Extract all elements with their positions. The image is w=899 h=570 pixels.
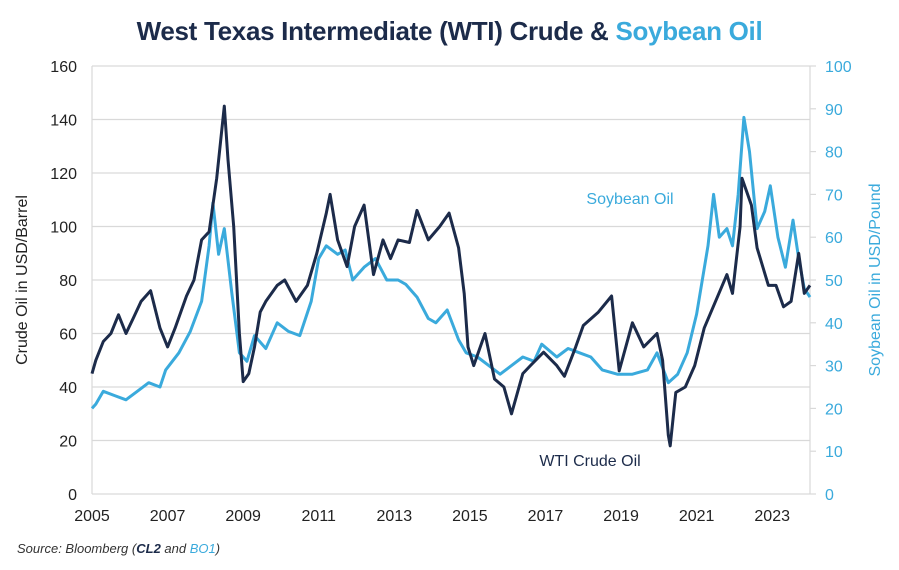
y2-tick-label: 20 bbox=[825, 401, 843, 418]
title-main: West Texas Intermediate (WTI) Crude & bbox=[136, 16, 616, 46]
y2-tick-label: 50 bbox=[825, 273, 843, 290]
soybean-oil-line bbox=[90, 115, 812, 410]
y2-tick-label: 70 bbox=[825, 187, 843, 204]
x-tick-label: 2009 bbox=[225, 508, 261, 525]
y2-tick-label: 100 bbox=[825, 59, 852, 76]
x-tick-label: 2021 bbox=[679, 508, 715, 525]
y-tick-label: 140 bbox=[50, 113, 77, 130]
soybean-oil-annotation: Soybean Oil bbox=[586, 191, 673, 208]
y-axis-label: Crude Oil in USD/Barrel bbox=[14, 195, 31, 365]
y2-tick-label: 40 bbox=[825, 316, 843, 333]
y-tick-label: 0 bbox=[68, 487, 77, 504]
x-tick-label: 2013 bbox=[377, 508, 413, 525]
y2-tick-label: 30 bbox=[825, 359, 843, 376]
source-suffix: ) bbox=[215, 541, 221, 556]
wti-crude-line bbox=[90, 104, 812, 448]
y2-tick-label: 80 bbox=[825, 145, 843, 162]
source-mid: and bbox=[160, 541, 190, 556]
y2-tick-label: 10 bbox=[825, 444, 843, 461]
y-tick-label: 20 bbox=[59, 434, 77, 451]
y2-axis-label: Soybean Oil in USD/Pound bbox=[867, 184, 884, 377]
y2-tick-label: 90 bbox=[825, 102, 843, 119]
x-tick-label: 2017 bbox=[528, 508, 564, 525]
chart-title: West Texas Intermediate (WTI) Crude & So… bbox=[0, 16, 899, 47]
x-tick-label: 2007 bbox=[150, 508, 186, 525]
y-tick-label: 80 bbox=[59, 273, 77, 290]
x-tick-label: 2015 bbox=[452, 508, 488, 525]
y-tick-label: 40 bbox=[59, 380, 77, 397]
source-code-cl2: CL2 bbox=[136, 541, 161, 556]
y-tick-label: 120 bbox=[50, 166, 77, 183]
x-tick-label: 2019 bbox=[603, 508, 639, 525]
y-tick-label: 160 bbox=[50, 59, 77, 76]
source-note: Source: Bloomberg (CL2 and BO1) bbox=[17, 541, 220, 556]
x-tick-label: 2005 bbox=[74, 508, 110, 525]
x-tick-label: 2023 bbox=[754, 508, 790, 525]
wti-crude-annotation: WTI Crude Oil bbox=[539, 453, 640, 470]
y-tick-label: 100 bbox=[50, 220, 77, 237]
y-tick-label: 60 bbox=[59, 327, 77, 344]
y2-tick-label: 0 bbox=[825, 487, 834, 504]
x-tick-label: 2011 bbox=[302, 508, 337, 525]
source-prefix: Source: Bloomberg ( bbox=[17, 541, 137, 556]
title-highlight: Soybean Oil bbox=[615, 16, 763, 46]
y2-tick-label: 60 bbox=[825, 230, 843, 247]
source-code-bo1: BO1 bbox=[189, 541, 216, 556]
